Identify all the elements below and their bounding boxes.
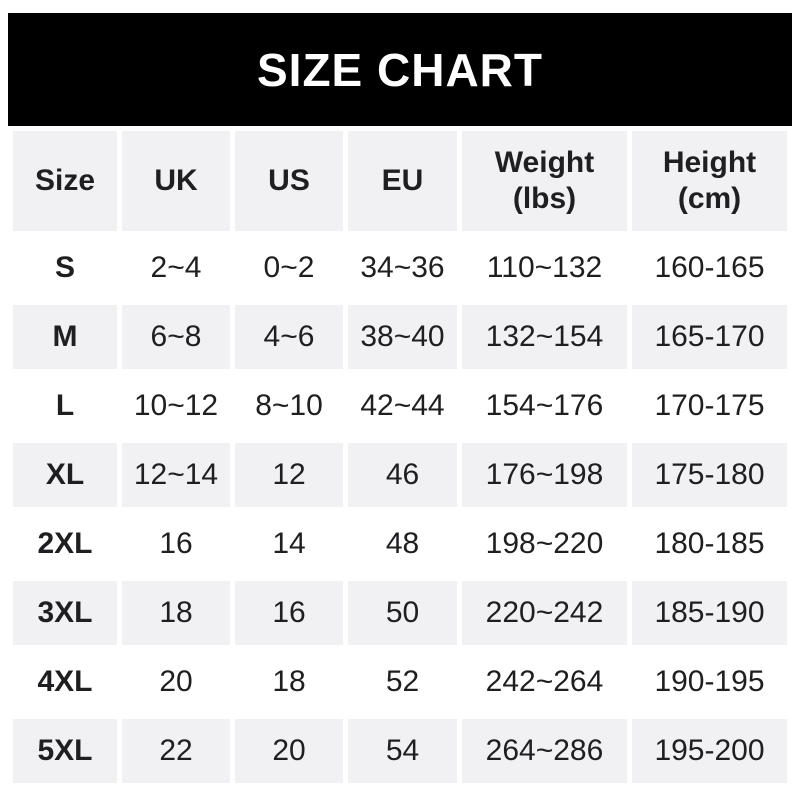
- size-cell: 2XL: [13, 512, 117, 576]
- table-row: L 10~12 8~10 42~44 154~176 170-175: [13, 374, 787, 438]
- size-table-body: S 2~4 0~2 34~36 110~132 160-165 M 6~8 4~…: [13, 236, 787, 783]
- uk-cell: 12~14: [122, 443, 230, 507]
- size-table: Size UK US EU Weight (lbs) Height (cm) S…: [8, 126, 792, 788]
- us-cell: 14: [235, 512, 343, 576]
- table-row: 5XL 22 20 54 264~286 195-200: [13, 719, 787, 783]
- size-chart-title: SIZE CHART: [257, 43, 543, 96]
- table-row: 3XL 18 16 50 220~242 185-190: [13, 581, 787, 645]
- column-header-eu: EU: [348, 131, 457, 231]
- uk-cell: 18: [122, 581, 230, 645]
- eu-cell: 54: [348, 719, 457, 783]
- column-header-size: Size: [13, 131, 117, 231]
- eu-cell: 46: [348, 443, 457, 507]
- weight-cell: 198~220: [462, 512, 627, 576]
- table-row: 2XL 16 14 48 198~220 180-185: [13, 512, 787, 576]
- weight-cell: 242~264: [462, 650, 627, 714]
- height-cell: 180-185: [632, 512, 787, 576]
- height-cell: 170-175: [632, 374, 787, 438]
- size-cell: XL: [13, 443, 117, 507]
- weight-cell: 154~176: [462, 374, 627, 438]
- eu-cell: 52: [348, 650, 457, 714]
- size-cell: S: [13, 236, 117, 300]
- us-cell: 4~6: [235, 305, 343, 369]
- size-cell: L: [13, 374, 117, 438]
- weight-cell: 220~242: [462, 581, 627, 645]
- us-cell: 20: [235, 719, 343, 783]
- uk-cell: 6~8: [122, 305, 230, 369]
- eu-cell: 42~44: [348, 374, 457, 438]
- weight-cell: 132~154: [462, 305, 627, 369]
- column-header-uk: UK: [122, 131, 230, 231]
- us-cell: 8~10: [235, 374, 343, 438]
- column-header-us: US: [235, 131, 343, 231]
- size-chart-banner: SIZE CHART: [8, 13, 792, 126]
- uk-cell: 10~12: [122, 374, 230, 438]
- table-row: XL 12~14 12 46 176~198 175-180: [13, 443, 787, 507]
- us-cell: 0~2: [235, 236, 343, 300]
- height-cell: 160-165: [632, 236, 787, 300]
- us-cell: 16: [235, 581, 343, 645]
- eu-cell: 50: [348, 581, 457, 645]
- us-cell: 18: [235, 650, 343, 714]
- height-cell: 195-200: [632, 719, 787, 783]
- size-cell: 4XL: [13, 650, 117, 714]
- uk-cell: 2~4: [122, 236, 230, 300]
- eu-cell: 34~36: [348, 236, 457, 300]
- uk-cell: 22: [122, 719, 230, 783]
- weight-cell: 264~286: [462, 719, 627, 783]
- table-row: S 2~4 0~2 34~36 110~132 160-165: [13, 236, 787, 300]
- weight-cell: 176~198: [462, 443, 627, 507]
- uk-cell: 16: [122, 512, 230, 576]
- table-row: 4XL 20 18 52 242~264 190-195: [13, 650, 787, 714]
- uk-cell: 20: [122, 650, 230, 714]
- column-header-height: Height (cm): [632, 131, 787, 231]
- size-cell: M: [13, 305, 117, 369]
- eu-cell: 48: [348, 512, 457, 576]
- weight-cell: 110~132: [462, 236, 627, 300]
- height-cell: 165-170: [632, 305, 787, 369]
- height-cell: 185-190: [632, 581, 787, 645]
- eu-cell: 38~40: [348, 305, 457, 369]
- height-cell: 190-195: [632, 650, 787, 714]
- height-cell: 175-180: [632, 443, 787, 507]
- column-header-weight: Weight (lbs): [462, 131, 627, 231]
- size-cell: 5XL: [13, 719, 117, 783]
- header-row: Size UK US EU Weight (lbs) Height (cm): [13, 131, 787, 231]
- size-cell: 3XL: [13, 581, 117, 645]
- us-cell: 12: [235, 443, 343, 507]
- table-row: M 6~8 4~6 38~40 132~154 165-170: [13, 305, 787, 369]
